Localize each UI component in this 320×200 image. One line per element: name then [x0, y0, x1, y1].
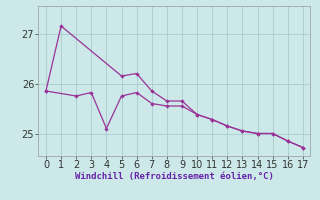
X-axis label: Windchill (Refroidissement éolien,°C): Windchill (Refroidissement éolien,°C) [75, 172, 274, 181]
